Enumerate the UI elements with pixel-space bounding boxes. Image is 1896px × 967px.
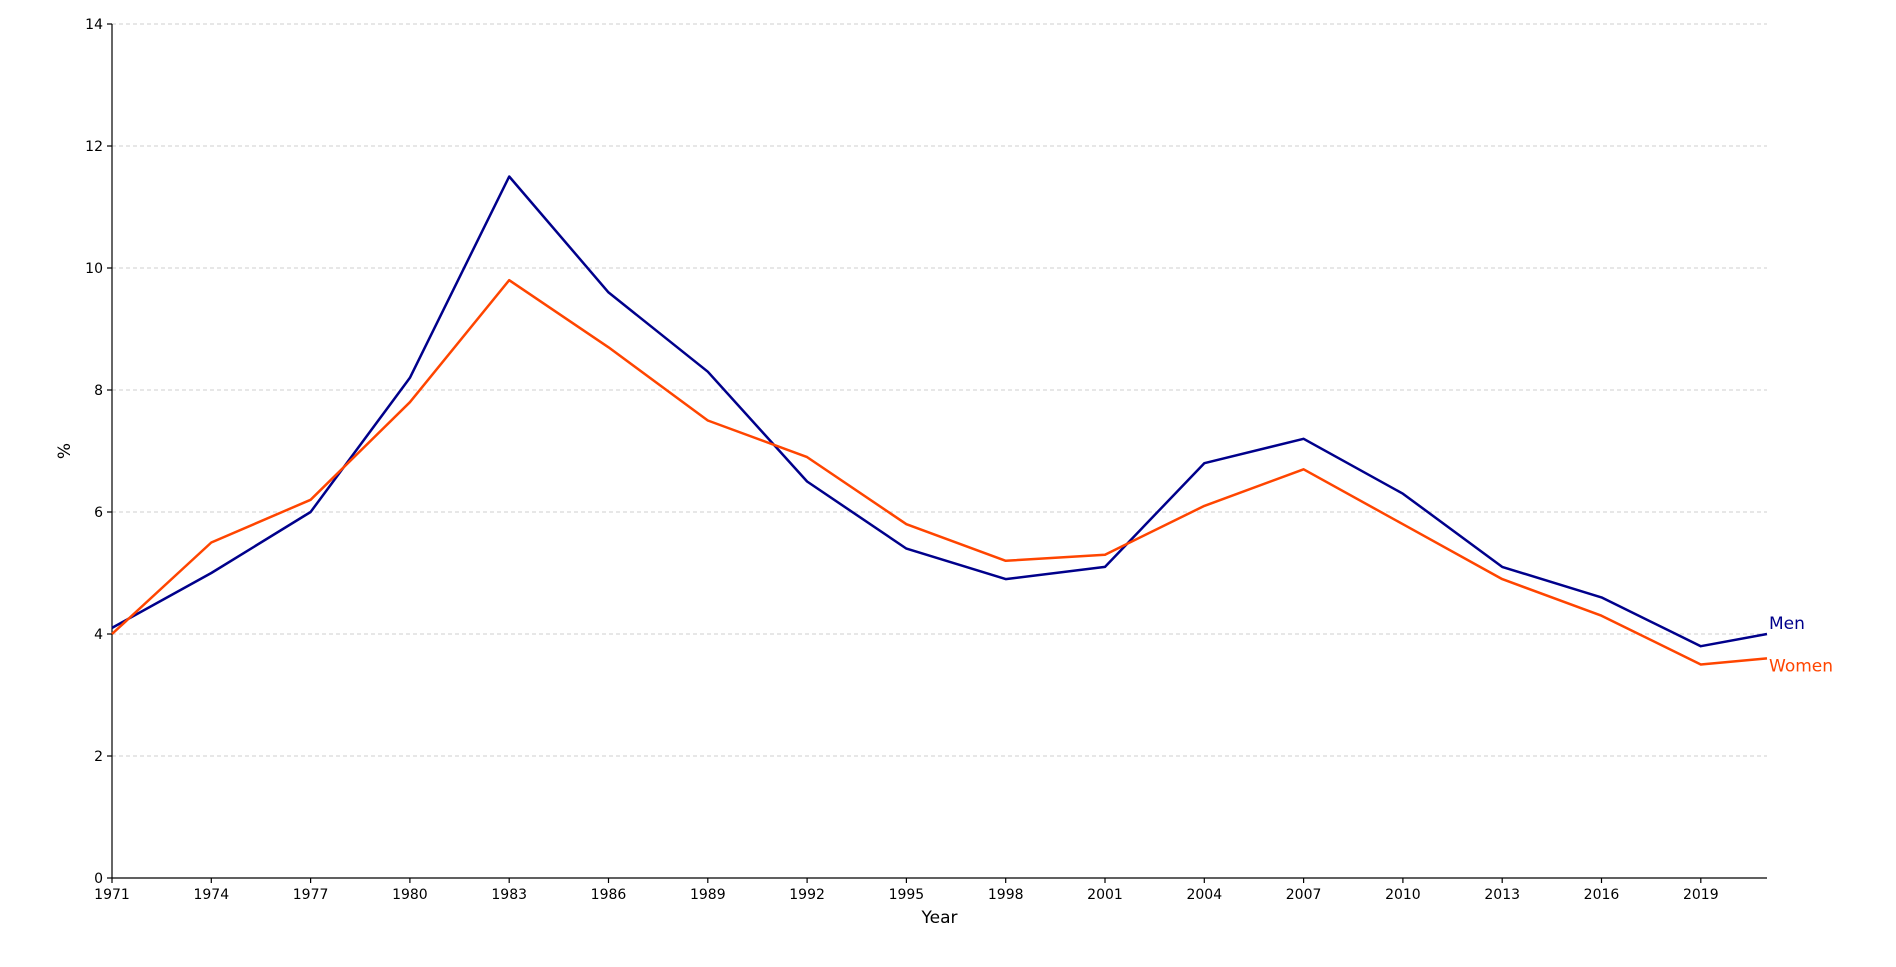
series-label-men: Men	[1769, 614, 1805, 634]
x-tick-label: 1980	[392, 887, 428, 903]
x-tick-label: 2007	[1286, 887, 1322, 903]
x-tick-label: 1983	[491, 887, 527, 903]
y-tick-label: 8	[94, 383, 103, 399]
y-tick-label: 14	[85, 17, 103, 33]
x-axis-title: Year	[921, 908, 958, 928]
x-tick-label: 1998	[988, 887, 1024, 903]
x-tick-label: 1971	[94, 887, 130, 903]
series-line-men	[111, 175, 1768, 648]
x-tick-label: 2010	[1385, 887, 1421, 903]
x-tick-label: 1992	[789, 887, 825, 903]
grid-layer	[112, 23, 1767, 879]
y-tick-label: 4	[94, 627, 103, 643]
y-axis-title: %	[55, 443, 75, 459]
x-tick-label: 1986	[591, 887, 627, 903]
x-tick-label: 2004	[1186, 887, 1222, 903]
x-tick-label: 2001	[1087, 887, 1123, 903]
labels-layer: 0 2 4 6 8 10 12 14 1971 1974 1977 1980 1983 1986 1989 1…	[85, 17, 1833, 903]
x-tick-label: 2013	[1484, 887, 1520, 903]
series-line-women	[111, 278, 1768, 666]
x-tick-label: 2019	[1683, 887, 1719, 903]
x-tick-label: 1974	[193, 887, 229, 903]
axes-layer	[107, 23, 1767, 883]
series-label-women: Women	[1769, 656, 1833, 676]
x-tick-label: 2016	[1584, 887, 1620, 903]
series-layer	[111, 175, 1768, 666]
x-tick-label: 1977	[293, 887, 329, 903]
y-tick-label: 0	[94, 871, 103, 887]
y-tick-label: 10	[85, 261, 103, 277]
x-tick-label: 1989	[690, 887, 726, 903]
x-tick-label: 1995	[889, 887, 925, 903]
y-tick-label: 2	[94, 749, 103, 765]
y-tick-label: 6	[94, 505, 103, 521]
y-tick-label: 12	[85, 139, 103, 155]
